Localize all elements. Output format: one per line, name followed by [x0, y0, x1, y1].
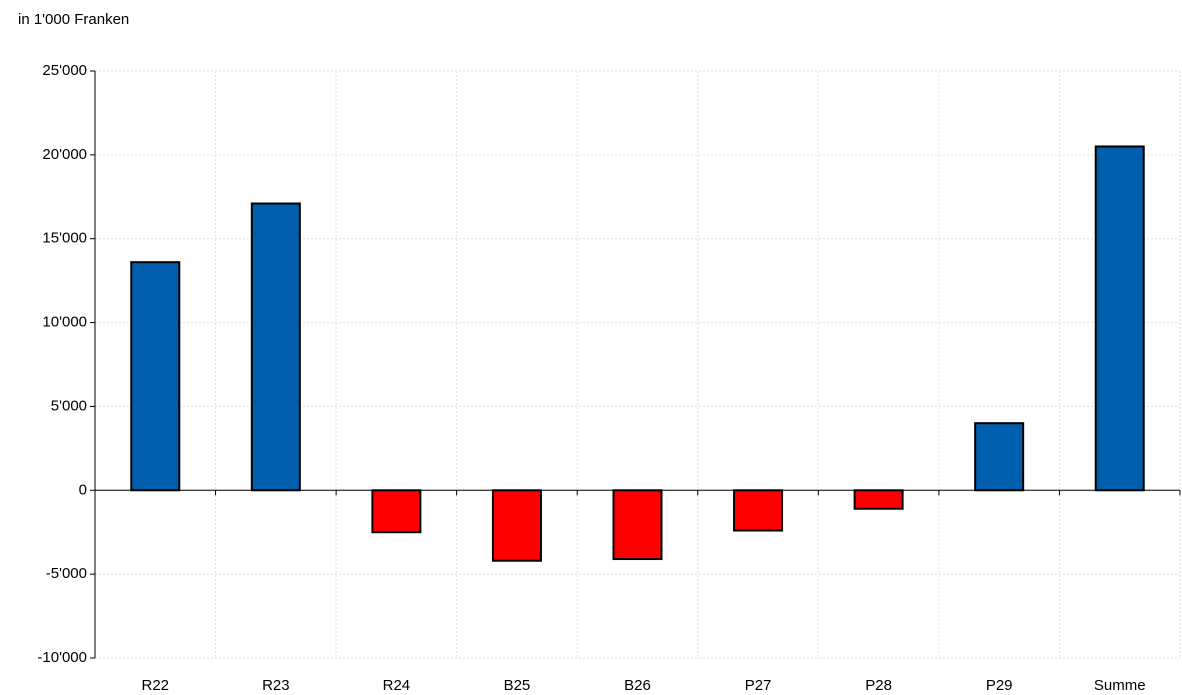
y-tick-label: -10'000 — [37, 649, 87, 666]
y-tick-label: 10'000 — [42, 314, 87, 331]
bar — [733, 489, 784, 532]
x-tick-label: Summe — [1094, 677, 1146, 694]
bar — [853, 489, 904, 510]
y-tick-label: 0 — [79, 481, 87, 498]
bar — [612, 489, 663, 561]
x-tick-label: B25 — [504, 677, 531, 694]
x-tick-label: P28 — [865, 677, 892, 694]
y-tick-label: -5'000 — [46, 565, 87, 582]
bar — [1094, 145, 1145, 492]
bar — [974, 422, 1025, 492]
y-tick-label: 25'000 — [42, 62, 87, 79]
x-tick-label: R23 — [262, 677, 290, 694]
x-tick-label: P27 — [745, 677, 772, 694]
bar — [491, 489, 542, 562]
x-tick-label: R24 — [383, 677, 411, 694]
bar — [371, 489, 422, 534]
y-tick-label: 20'000 — [42, 146, 87, 163]
y-tick-label: 5'000 — [51, 397, 87, 414]
y-tick-label: 15'000 — [42, 230, 87, 247]
x-tick-label: R22 — [142, 677, 170, 694]
x-tick-label: B26 — [624, 677, 651, 694]
bar — [130, 261, 181, 492]
y-axis-label: in 1'000 Franken — [18, 11, 129, 28]
bar — [250, 202, 301, 492]
x-tick-label: P29 — [986, 677, 1013, 694]
